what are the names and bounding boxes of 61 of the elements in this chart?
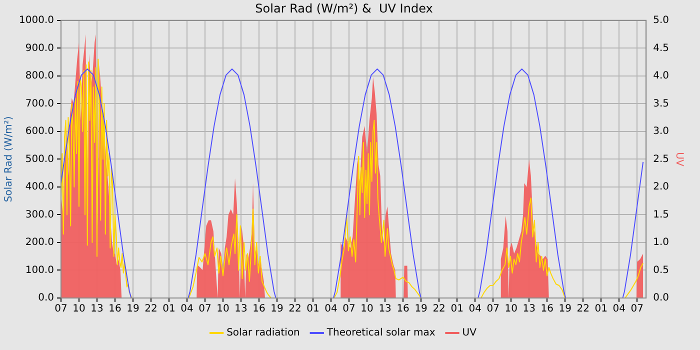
y2-tick-label: 3.0	[653, 126, 670, 138]
y2-tick-label: 2.0	[653, 182, 670, 193]
x-tick-label: 13	[522, 304, 536, 315]
x-tick-label: 22	[432, 304, 446, 315]
y-axis-title: Solar Rad (W/m²)	[4, 116, 15, 202]
y2-tick-label: 0.0	[653, 292, 670, 304]
x-tick-label: 22	[144, 304, 158, 315]
x-tick-label: 19	[558, 304, 572, 315]
x-tick-label: 13	[378, 304, 392, 315]
y-tick-label: 200.0	[25, 237, 54, 248]
x-tick-label: 10	[504, 304, 518, 315]
x-tick-label: 10	[216, 304, 230, 315]
x-tick-label: 01	[306, 304, 320, 315]
x-tick-label: 07	[54, 304, 68, 315]
y-tick-label: 500.0	[25, 154, 54, 165]
x-tick-label: 13	[234, 304, 248, 315]
y-tick-label: 900.0	[25, 42, 54, 54]
y-tick-label: 700.0	[25, 98, 54, 110]
x-tick-label: 07	[486, 304, 500, 315]
y-tick-label: 300.0	[25, 209, 54, 220]
x-tick-label: 16	[540, 304, 554, 315]
y2-tick-label: 1.5	[653, 209, 670, 220]
chart-title: Solar Rad (W/m²) & UV Index	[255, 1, 433, 16]
x-tick-label: 22	[576, 304, 590, 315]
y2-axis-title: UV	[673, 152, 684, 166]
x-tick-label: 16	[396, 304, 410, 315]
x-tick-label: 07	[198, 304, 212, 315]
y2-tick-label: 3.5	[653, 98, 670, 110]
x-tick-label: 10	[72, 304, 86, 315]
y2-tick-label: 2.5	[653, 154, 670, 165]
x-tick-label: 19	[414, 304, 428, 315]
legend-label: UV	[462, 328, 477, 339]
x-tick-label: 19	[126, 304, 140, 315]
x-tick-label: 16	[252, 304, 266, 315]
x-tick-label: 22	[288, 304, 302, 315]
y-tick-label: 1000.0	[18, 14, 54, 26]
legend-label: Theoretical solar max	[326, 328, 436, 339]
y2-tick-label: 4.0	[653, 70, 670, 82]
x-tick-label: 16	[108, 304, 122, 315]
y-tick-label: 400.0	[25, 182, 54, 193]
y-tick-label: 600.0	[25, 126, 54, 138]
y-tick-label: 100.0	[25, 264, 54, 276]
y2-tick-label: 4.5	[653, 42, 670, 54]
x-tick-label: 07	[342, 304, 356, 315]
y2-tick-label: 1.0	[653, 237, 670, 248]
y2-tick-label: 5.0	[653, 14, 670, 26]
x-tick-label: 13	[90, 304, 104, 315]
x-tick-label: 04	[180, 304, 194, 315]
y-tick-label: 800.0	[25, 70, 54, 82]
x-tick-label: 19	[270, 304, 284, 315]
y2-tick-label: 0.5	[653, 264, 670, 276]
x-tick-label: 04	[324, 304, 338, 315]
x-tick-label: 04	[612, 304, 626, 315]
x-tick-label: 04	[468, 304, 482, 315]
x-tick-label: 07	[630, 304, 644, 315]
x-tick-label: 01	[450, 304, 464, 315]
y-tick-label: 0.0	[38, 292, 54, 304]
legend-label: Solar radiation	[226, 328, 300, 339]
x-tick-label: 10	[360, 304, 374, 315]
x-tick-label: 01	[594, 304, 608, 315]
x-tick-label: 01	[162, 304, 176, 315]
